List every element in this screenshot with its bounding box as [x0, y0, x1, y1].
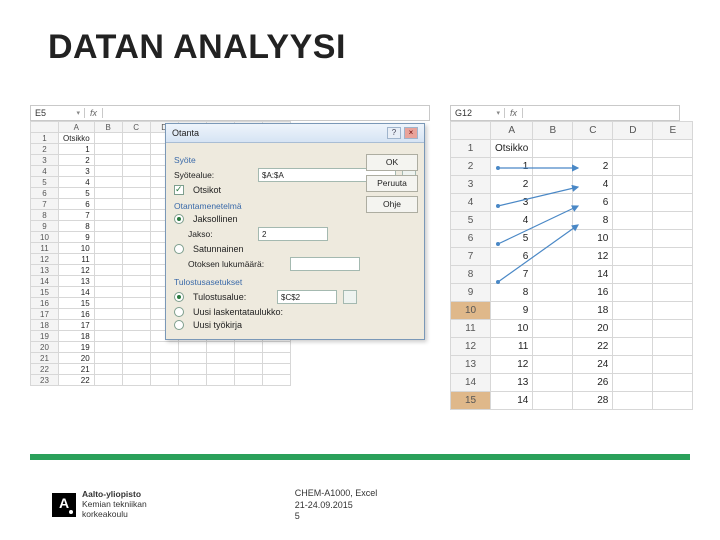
ok-button[interactable]: OK	[366, 154, 418, 171]
output-range-label: Tulostusalue:	[193, 292, 271, 302]
output-range-radio[interactable]	[174, 292, 184, 302]
formula-bar: E5▾ fx	[30, 105, 430, 121]
periodic-radio-label: Jaksollinen	[193, 214, 238, 224]
green-divider	[30, 454, 690, 460]
help-button[interactable]: Ohje	[366, 196, 418, 213]
new-workbook-radio[interactable]	[174, 320, 184, 330]
output-range-field[interactable]: $C$2	[277, 290, 337, 304]
content-area: E5▾ fx ABCDEFGH1Otsikko21324354657687981…	[30, 105, 690, 410]
sampling-dialog: Otanta ? × Syöte Syötealue: $A:$A Otsiko…	[165, 123, 425, 340]
aalto-logo: A Aalto-yliopisto Kemian tekniikan korke…	[52, 490, 147, 519]
left-screenshot: E5▾ fx ABCDEFGH1Otsikko21324354657687981…	[30, 105, 430, 410]
logo-mark: A	[52, 493, 76, 517]
new-sheet-radio[interactable]	[174, 307, 184, 317]
close-icon[interactable]: ×	[404, 127, 418, 139]
fx-label-right: fx	[505, 108, 523, 118]
slide-title: DATAN ANALYYSI	[48, 28, 346, 67]
right-screenshot: G12▾ fx ABCDE1Otsikko2123244365486510761…	[450, 105, 680, 410]
section-output: Tulostusasetukset	[174, 277, 416, 287]
cancel-button[interactable]: Peruuta	[366, 175, 418, 192]
labels-checkbox[interactable]	[174, 185, 184, 195]
dialog-buttons: OK Peruuta Ohje	[366, 154, 418, 213]
footer-meta: CHEM-A1000, Excel 21-24.09.2015 5	[295, 488, 378, 522]
count-field[interactable]	[290, 257, 360, 271]
periodic-radio[interactable]	[174, 214, 184, 224]
random-radio[interactable]	[174, 244, 184, 254]
name-box: E5▾	[31, 108, 85, 118]
new-workbook-label: Uusi työkirja	[193, 320, 242, 330]
help-icon[interactable]: ?	[387, 127, 401, 139]
name-box-right: G12▾	[451, 108, 505, 118]
label-period: Jakso:	[174, 229, 252, 239]
label-input-range: Syötealue:	[174, 170, 252, 180]
labels-checkbox-label: Otsikot	[193, 185, 221, 195]
fx-label: fx	[85, 108, 103, 118]
right-spreadsheet: ABCDE1Otsikko212324436548651076128714981…	[450, 121, 693, 410]
dialog-titlebar: Otanta ? ×	[166, 124, 424, 143]
output-picker-icon[interactable]	[343, 290, 357, 304]
logo-text: Aalto-yliopisto Kemian tekniikan korkeak…	[82, 490, 147, 519]
random-radio-label: Satunnainen	[193, 244, 244, 254]
label-count: Otoksen lukumäärä:	[174, 259, 284, 269]
period-field[interactable]: 2	[258, 227, 328, 241]
formula-bar-right: G12▾ fx	[450, 105, 680, 121]
new-sheet-label: Uusi laskentataulukko:	[193, 307, 283, 317]
footer: A Aalto-yliopisto Kemian tekniikan korke…	[52, 488, 377, 522]
